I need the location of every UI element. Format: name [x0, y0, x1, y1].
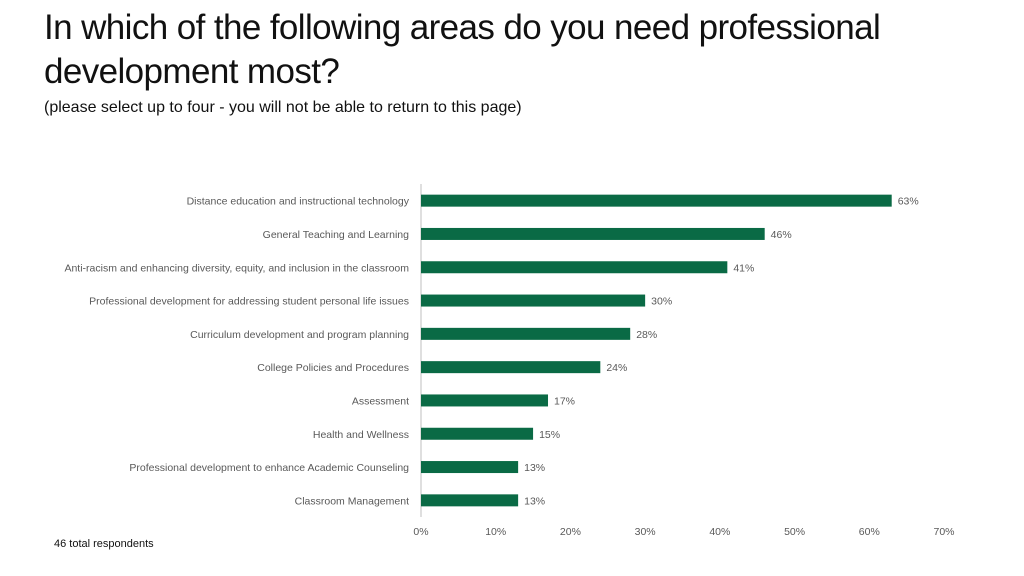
category-label: General Teaching and Learning: [263, 229, 409, 241]
data-label: 63%: [898, 196, 919, 208]
data-label: 24%: [606, 362, 627, 374]
category-label: Professional development to enhance Acad…: [129, 462, 409, 474]
data-label: 30%: [651, 296, 672, 308]
x-tick-label: 20%: [560, 526, 581, 538]
bar: [421, 494, 519, 507]
bar: [421, 461, 519, 474]
bar: [421, 261, 728, 274]
category-label: Professional development for addressing …: [89, 296, 409, 308]
data-label: 28%: [636, 329, 657, 341]
data-label: 13%: [524, 462, 545, 474]
category-label: Curriculum development and program plann…: [190, 329, 409, 341]
bar: [421, 427, 534, 440]
data-label: 46%: [771, 229, 792, 241]
category-label: Health and Wellness: [313, 429, 409, 441]
page-title: In which of the following areas do you n…: [44, 8, 881, 91]
bar: [421, 194, 892, 207]
data-label: 15%: [539, 429, 560, 441]
bar: [421, 227, 765, 240]
x-tick-label: 30%: [635, 526, 656, 538]
x-tick-label: 60%: [859, 526, 880, 538]
category-label: Assessment: [352, 395, 409, 407]
data-label: 13%: [524, 495, 545, 507]
category-label: Distance education and instructional tec…: [187, 196, 410, 208]
bar: [421, 361, 601, 374]
bar: [421, 294, 646, 307]
category-label: Anti-racism and enhancing diversity, equ…: [64, 262, 409, 274]
bar: [421, 394, 549, 407]
x-tick-label: 0%: [413, 526, 428, 538]
x-tick-label: 10%: [485, 526, 506, 538]
category-label: College Policies and Procedures: [257, 362, 409, 374]
page-subtitle: (please select up to four - you will not…: [44, 99, 522, 116]
respondents-footnote: 46 total respondents: [54, 538, 154, 550]
x-tick-label: 40%: [709, 526, 730, 538]
x-tick-label: 70%: [933, 526, 954, 538]
category-label: Classroom Management: [295, 495, 409, 507]
x-tick-label: 50%: [784, 526, 805, 538]
bar: [421, 327, 631, 340]
data-label: 41%: [733, 262, 754, 274]
data-label: 17%: [554, 395, 575, 407]
